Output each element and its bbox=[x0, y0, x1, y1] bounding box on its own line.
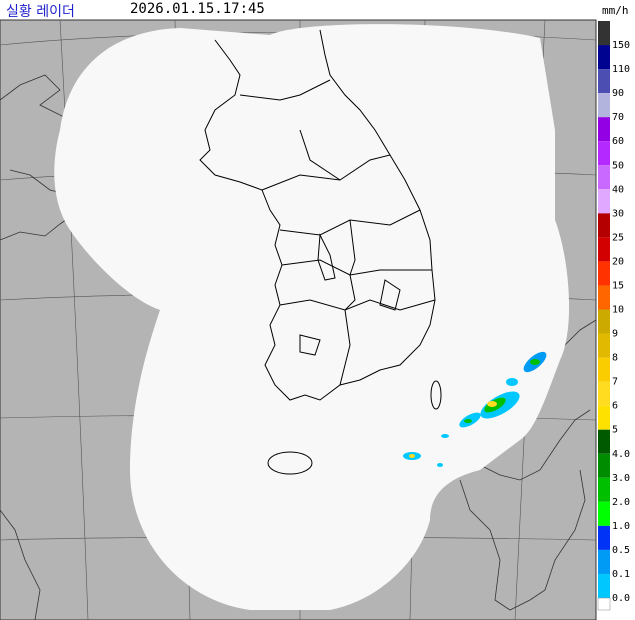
legend-swatch bbox=[598, 189, 610, 214]
legend-label: 20 bbox=[612, 256, 624, 267]
legend-label: 60 bbox=[612, 136, 624, 147]
legend-swatch bbox=[598, 237, 610, 262]
legend-label: 0.1 bbox=[612, 569, 630, 580]
legend-label: 10 bbox=[612, 305, 624, 316]
legend-label: 8 bbox=[612, 353, 618, 364]
legend-label: 2.0 bbox=[612, 497, 630, 508]
tsushima bbox=[430, 380, 442, 410]
legend-swatch bbox=[598, 501, 610, 526]
legend-swatch bbox=[598, 165, 610, 190]
legend-swatch bbox=[598, 285, 610, 310]
legend-label: 30 bbox=[612, 208, 624, 219]
legend-swatch bbox=[598, 477, 610, 502]
legend-swatch bbox=[598, 45, 610, 70]
legend-unit: mm/h bbox=[602, 4, 629, 17]
legend-label: 0.5 bbox=[612, 545, 630, 556]
legend-swatch bbox=[598, 525, 610, 550]
legend-label: 150 bbox=[612, 40, 630, 51]
legend-label: 40 bbox=[612, 184, 624, 195]
jeju bbox=[267, 451, 313, 475]
legend-label: 4.0 bbox=[612, 449, 630, 460]
legend-label: 70 bbox=[612, 112, 624, 123]
korea-outline bbox=[199, 29, 436, 401]
echoes bbox=[403, 351, 547, 467]
legend-label: 3.0 bbox=[612, 473, 630, 484]
legend-swatch bbox=[598, 141, 610, 166]
legend-swatch bbox=[598, 261, 610, 286]
legend-label: 1.0 bbox=[612, 521, 630, 532]
legend-swatch bbox=[598, 213, 610, 238]
legend-swatch bbox=[598, 549, 610, 574]
legend-label: 9 bbox=[612, 329, 618, 340]
legend-label: 0.0 bbox=[612, 593, 630, 604]
legend-label: 5 bbox=[612, 425, 618, 436]
legend-swatch bbox=[598, 381, 610, 406]
legend-swatch bbox=[598, 453, 610, 478]
legend-label: 50 bbox=[612, 160, 624, 171]
page-title: 실황 레이더 bbox=[6, 4, 75, 20]
legend-swatch bbox=[598, 429, 610, 454]
legend-swatch bbox=[598, 69, 610, 94]
legend-swatch bbox=[598, 21, 610, 46]
legend-label: 7 bbox=[612, 377, 618, 388]
legend: 150 110 90 70 60 50 40 30 25 20 15 10 9 8 7 6 5 4.0 3.0 2.0… bbox=[597, 21, 630, 611]
legend-swatch bbox=[597, 597, 611, 611]
legend-swatch bbox=[598, 93, 610, 118]
legend-swatch bbox=[598, 117, 610, 142]
legend-label: 90 bbox=[612, 88, 624, 99]
legend-swatch bbox=[598, 405, 610, 430]
legend-label: 110 bbox=[612, 64, 630, 75]
legend-label: 15 bbox=[612, 280, 624, 291]
legend-swatch bbox=[598, 357, 610, 382]
timestamp: 2026.01.15.17:45 bbox=[130, 1, 265, 17]
legend-swatch bbox=[598, 333, 610, 358]
legend-label: 6 bbox=[612, 401, 618, 412]
legend-swatch bbox=[598, 309, 610, 334]
legend-label: 25 bbox=[612, 232, 624, 243]
legend-swatch bbox=[598, 573, 610, 598]
